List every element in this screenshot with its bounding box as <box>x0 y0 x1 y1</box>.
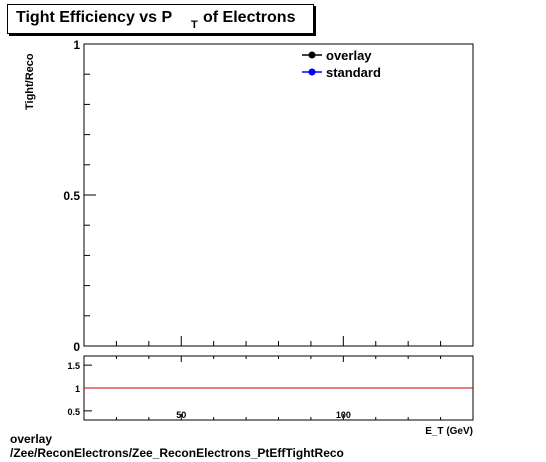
caption-line-2: /Zee/ReconElectrons/Zee_ReconElectrons_P… <box>10 446 344 460</box>
legend-marker-standard <box>308 68 316 76</box>
legend-marker-overlay <box>308 51 316 59</box>
chart-title-tail: of Electrons <box>203 9 296 26</box>
main-plot-frame <box>83 43 474 347</box>
x-axis-label: E_T (GeV) <box>425 426 473 437</box>
chart-title: Tight Efficiency vs P <box>16 9 173 26</box>
chart-title-subscript: T <box>191 19 198 31</box>
legend-label-standard: standard <box>326 65 381 80</box>
x-tick-label: 100 <box>336 410 351 420</box>
y-tick-label: 1 <box>73 38 80 52</box>
y-tick-label: 0 <box>73 340 80 354</box>
ratio-y-tick-label: 1.5 <box>67 361 80 371</box>
chart-title-box: Tight Efficiency vs P T of Electrons <box>7 4 314 34</box>
x-tick-label: 50 <box>176 410 186 420</box>
caption-line-1: overlay <box>10 432 53 446</box>
legend-label-overlay: overlay <box>326 48 372 63</box>
ratio-y-tick-label: 0.5 <box>67 407 80 417</box>
y-tick-label: 0.5 <box>63 189 80 203</box>
ratio-y-tick-label: 1 <box>75 384 80 394</box>
